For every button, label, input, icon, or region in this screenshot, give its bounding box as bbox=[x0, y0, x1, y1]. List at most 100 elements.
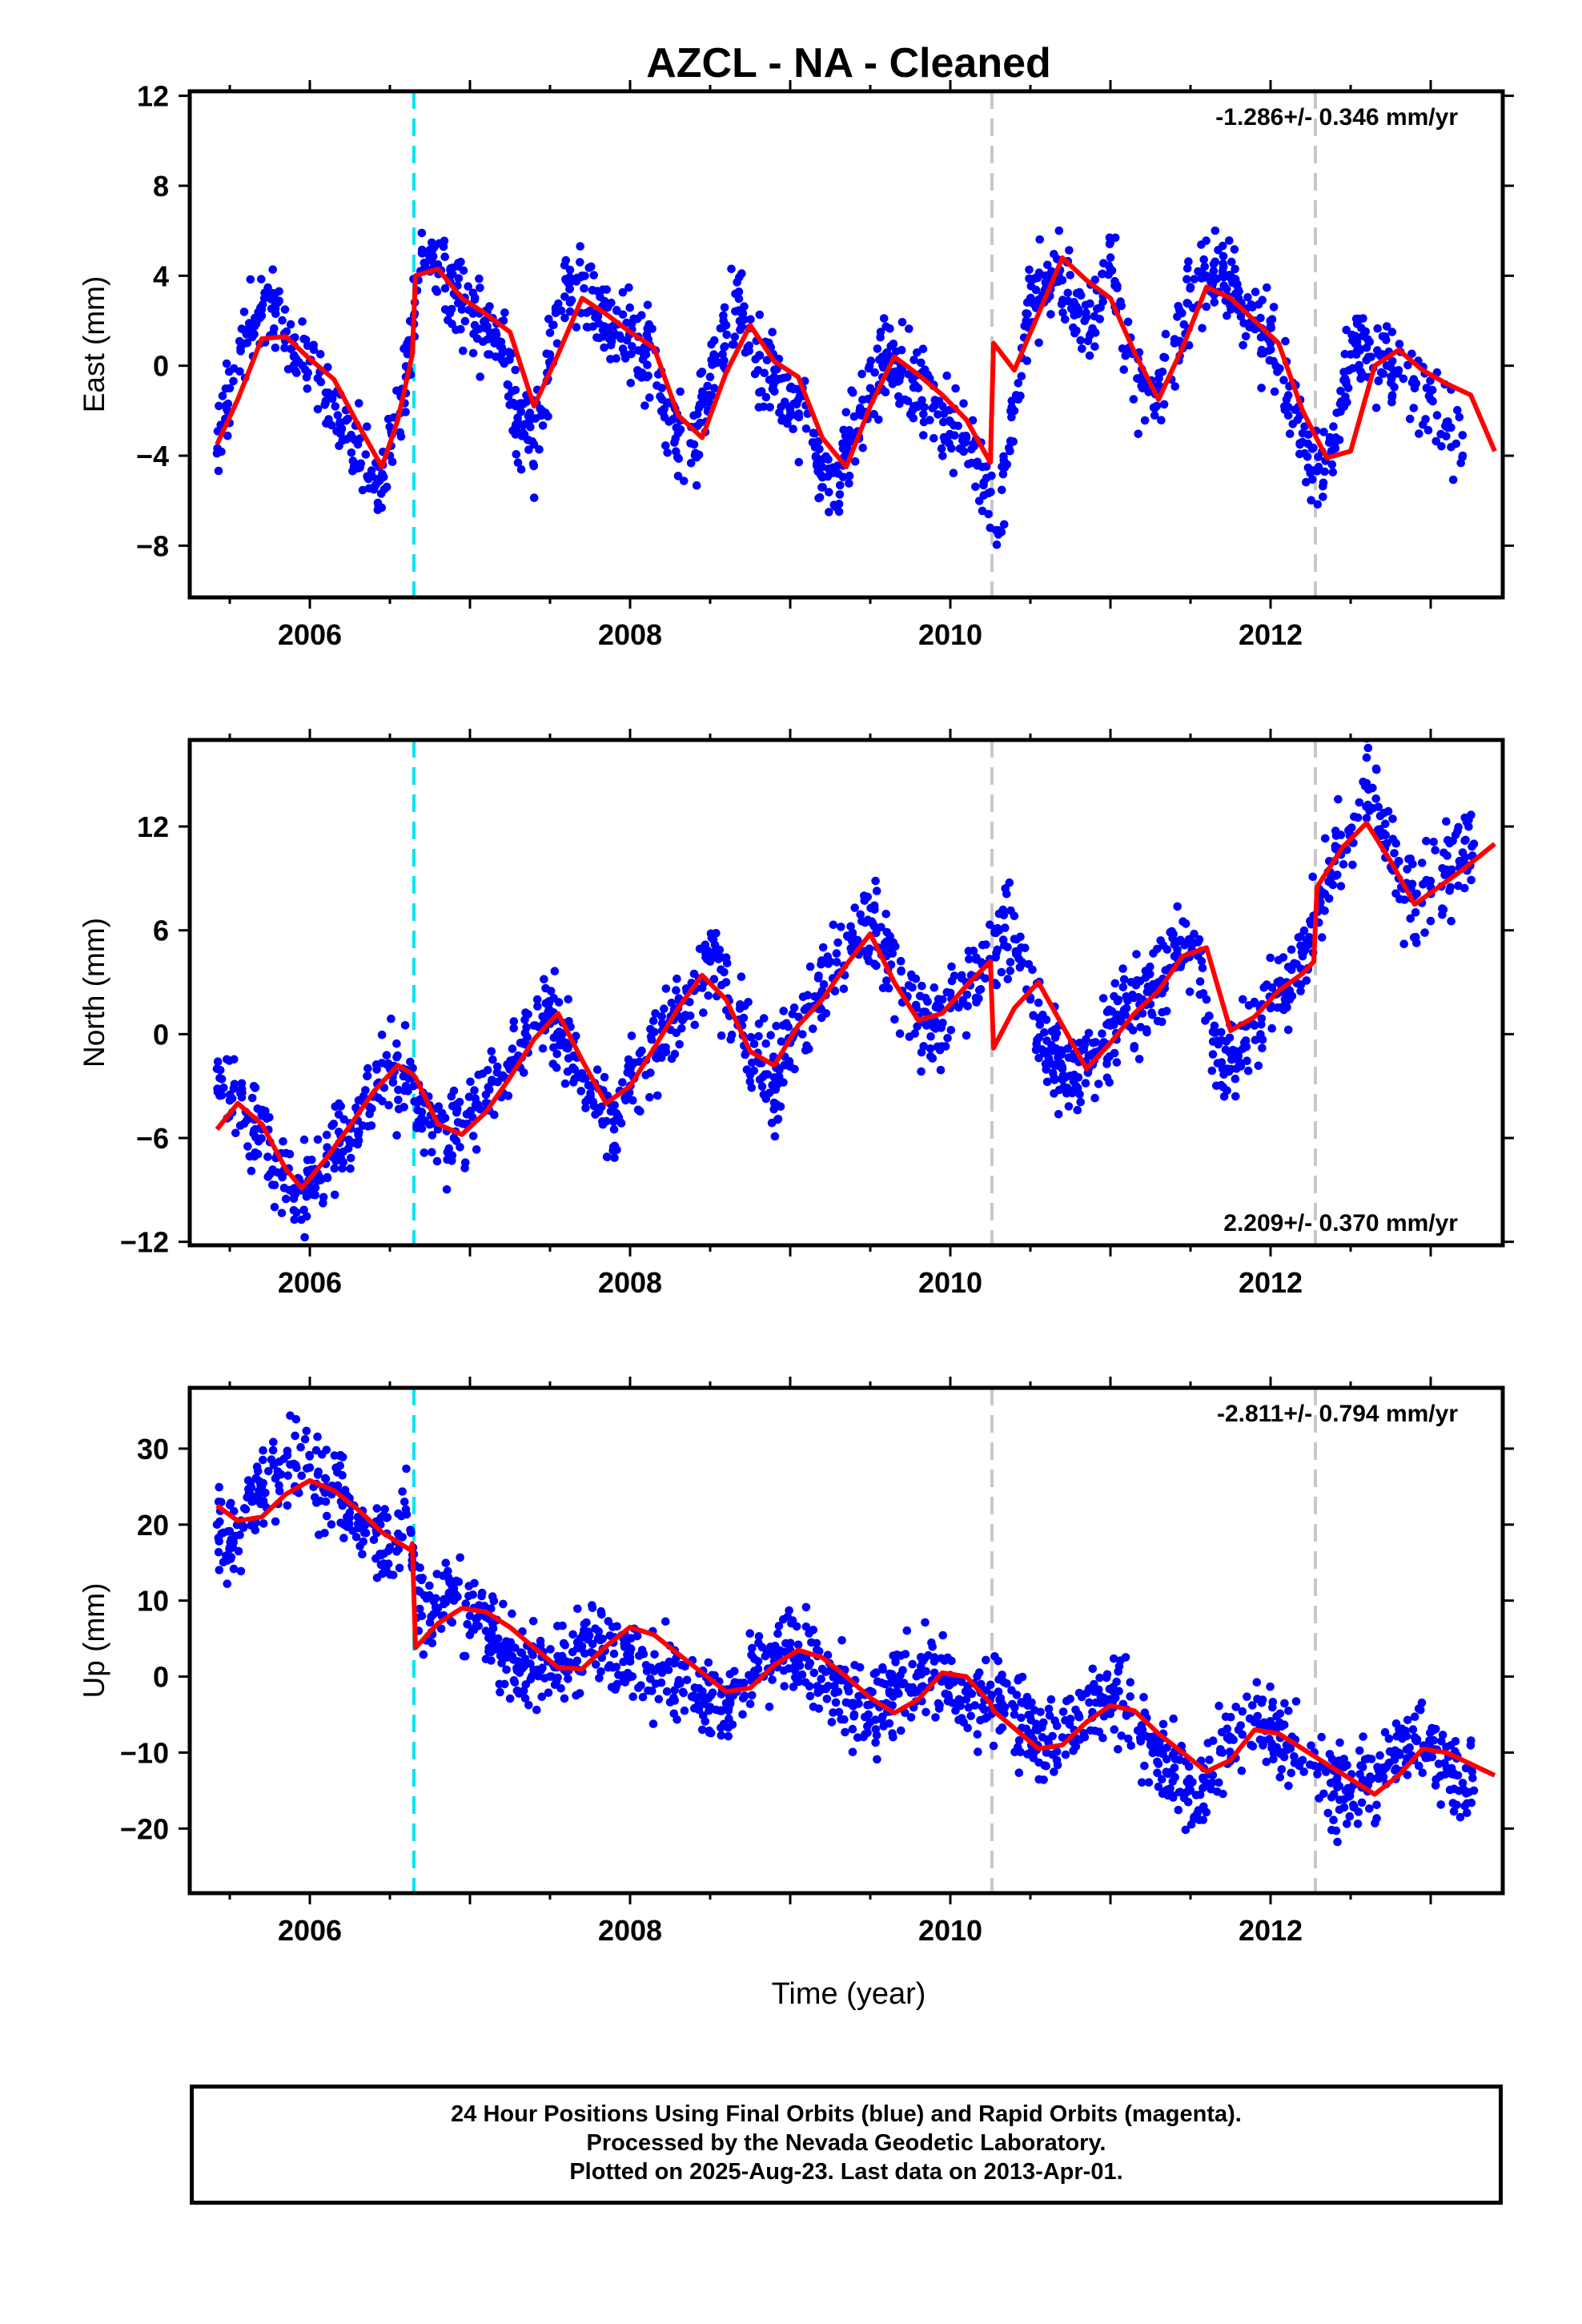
north-point bbox=[1098, 1029, 1106, 1038]
east-sample-point bbox=[1442, 417, 1452, 427]
up-point bbox=[937, 1654, 946, 1663]
y-tick-label: 10 bbox=[137, 1585, 169, 1618]
east-point bbox=[291, 333, 299, 342]
up-point bbox=[312, 1498, 321, 1507]
north-point bbox=[1128, 1026, 1138, 1035]
up-point bbox=[897, 1726, 905, 1735]
north-point bbox=[448, 1151, 457, 1160]
up-point bbox=[619, 1657, 628, 1667]
north-point bbox=[777, 1037, 786, 1046]
up-point bbox=[1002, 1679, 1011, 1688]
north-point bbox=[1331, 871, 1340, 880]
north-point bbox=[947, 962, 956, 971]
east-point bbox=[271, 344, 280, 352]
north-point bbox=[313, 1135, 323, 1144]
up-point bbox=[1329, 1815, 1338, 1824]
up-point bbox=[1252, 1678, 1262, 1687]
up-point bbox=[628, 1692, 637, 1701]
north-point bbox=[805, 962, 815, 971]
east-point bbox=[592, 287, 602, 296]
east-point bbox=[538, 421, 548, 430]
east-point bbox=[1218, 241, 1227, 251]
up-point bbox=[1153, 1768, 1162, 1778]
up-point bbox=[990, 1652, 999, 1661]
up-point bbox=[1280, 1699, 1289, 1708]
north-point bbox=[365, 1103, 374, 1112]
north-point bbox=[975, 986, 984, 995]
east-point bbox=[794, 457, 804, 467]
north-point bbox=[336, 1153, 346, 1163]
up-point bbox=[572, 1691, 580, 1700]
north-sample-point bbox=[1122, 1003, 1131, 1013]
north-point bbox=[1273, 1003, 1282, 1012]
east-point bbox=[875, 355, 884, 364]
north-point bbox=[1292, 959, 1301, 969]
up-point bbox=[394, 1529, 403, 1538]
east-point bbox=[1069, 323, 1078, 332]
east-point bbox=[512, 450, 521, 459]
east-point bbox=[785, 413, 793, 422]
east-point bbox=[440, 283, 450, 293]
north-point bbox=[466, 1077, 475, 1087]
north-point bbox=[872, 887, 881, 895]
up-point bbox=[1438, 1731, 1447, 1739]
north-point bbox=[1024, 959, 1034, 969]
up-sample-point bbox=[705, 1703, 715, 1711]
north-point bbox=[552, 1049, 561, 1059]
north-point bbox=[670, 1049, 680, 1059]
up-point bbox=[313, 1432, 322, 1441]
north-point bbox=[394, 1104, 404, 1114]
east-point bbox=[1174, 302, 1182, 311]
north-point bbox=[1375, 811, 1385, 821]
north-point bbox=[1287, 945, 1296, 955]
up-sample-point bbox=[1394, 1748, 1403, 1757]
north-point bbox=[599, 1120, 608, 1128]
east-point bbox=[858, 444, 867, 452]
up-point bbox=[1325, 1750, 1335, 1759]
east-sample-point bbox=[353, 440, 363, 449]
east-point bbox=[1415, 429, 1423, 438]
east-point bbox=[1178, 308, 1186, 318]
north-point bbox=[1042, 1077, 1052, 1087]
up-point bbox=[247, 1497, 257, 1506]
north-point bbox=[1055, 1047, 1065, 1057]
up-point bbox=[223, 1579, 232, 1588]
up-point bbox=[1317, 1732, 1326, 1742]
north-point bbox=[1147, 1008, 1156, 1017]
east-point bbox=[358, 485, 367, 495]
up-point bbox=[559, 1638, 568, 1648]
north-point bbox=[907, 972, 917, 982]
north-point bbox=[584, 1080, 593, 1090]
up-point bbox=[797, 1670, 807, 1679]
north-point bbox=[1294, 933, 1303, 942]
up-point bbox=[448, 1618, 456, 1627]
east-point bbox=[504, 380, 513, 390]
north-point bbox=[1158, 941, 1168, 950]
east-point bbox=[283, 364, 293, 374]
north-point bbox=[1467, 875, 1476, 885]
up-point bbox=[788, 1616, 797, 1625]
north-point bbox=[600, 1072, 609, 1082]
east-point bbox=[661, 441, 670, 450]
east-sample-point bbox=[289, 352, 299, 361]
north-point bbox=[1195, 977, 1205, 986]
up-point bbox=[464, 1591, 473, 1601]
east-point bbox=[1230, 245, 1239, 254]
north-point bbox=[1336, 830, 1346, 839]
north-point bbox=[1168, 934, 1177, 943]
east-point bbox=[1293, 416, 1303, 424]
east-point bbox=[383, 414, 393, 424]
north-point bbox=[1195, 935, 1204, 944]
up-point bbox=[1036, 1707, 1045, 1717]
up-point bbox=[1380, 1727, 1390, 1737]
east-point bbox=[1468, 0, 1477, 4]
north-point bbox=[1304, 940, 1313, 950]
up-point bbox=[1333, 1837, 1342, 1847]
up-point bbox=[1102, 1670, 1112, 1679]
up-point bbox=[1243, 1692, 1251, 1701]
north-point bbox=[905, 1032, 914, 1041]
east-point bbox=[939, 417, 948, 427]
up-point bbox=[1138, 1778, 1146, 1787]
east-sample-point bbox=[1010, 406, 1019, 416]
north-point bbox=[832, 949, 841, 958]
